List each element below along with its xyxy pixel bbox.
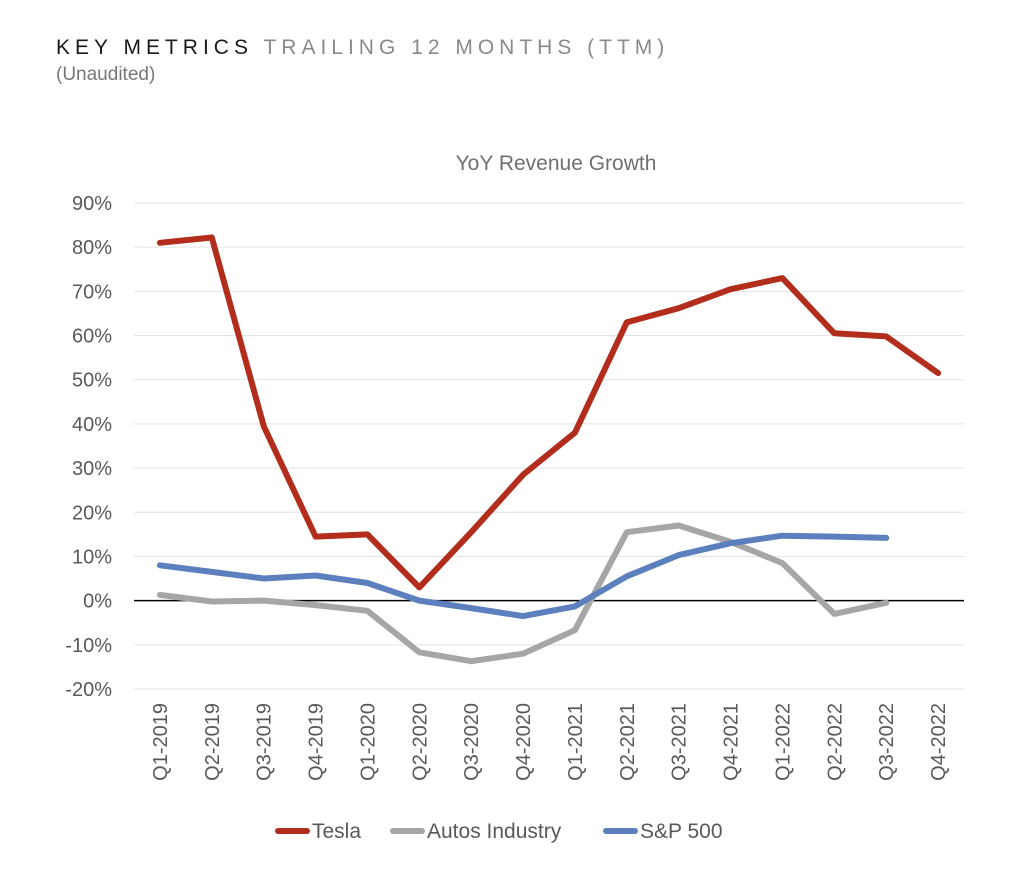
y-tick-label: 10%	[72, 546, 112, 568]
x-tick-label: Q3-2022	[876, 703, 898, 781]
legend-label-tesla: Tesla	[312, 820, 361, 843]
x-tick-label: Q2-2020	[409, 703, 431, 781]
x-tick-label: Q4-2019	[306, 703, 328, 781]
y-tick-label: 60%	[72, 326, 112, 348]
x-tick-label: Q3-2021	[669, 703, 691, 781]
x-tick-label: Q3-2020	[461, 703, 483, 781]
y-tick-label: 0%	[83, 591, 112, 613]
x-tick-label: Q1-2021	[565, 703, 587, 781]
y-tick-label: 30%	[72, 458, 112, 480]
title-sub: TRAILING 12 MONTHS (TTM)	[263, 36, 670, 59]
y-tick-label: -10%	[65, 635, 112, 657]
unaudited-note: (Unaudited)	[56, 64, 156, 85]
series-lines	[156, 234, 942, 665]
y-tick-label: 50%	[72, 370, 112, 392]
legend-label-autos-industry: Autos Industry	[427, 820, 562, 843]
y-tick-label: 20%	[72, 502, 112, 524]
y-tick-label: 80%	[72, 237, 112, 259]
x-tick-label: Q4-2022	[928, 703, 950, 781]
gridlines	[134, 202, 964, 690]
y-tick-label: 70%	[72, 281, 112, 303]
x-tick-label: Q3-2019	[254, 703, 276, 781]
x-tick-label: Q1-2019	[150, 703, 172, 781]
y-tick-label: -20%	[65, 679, 112, 701]
x-tick-label: Q2-2022	[824, 703, 846, 781]
y-axis-ticks: -20% -10% 0% 10% 20% 30% 40% 50% 60% 70% 80% 90%	[65, 193, 112, 701]
page-header: KEY METRICS TRAILING 12 MONTHS (TTM) (Un…	[56, 36, 669, 86]
title-main: KEY METRICS	[56, 36, 253, 59]
x-tick-label: Q1-2020	[357, 703, 379, 781]
series-line-autos-industry	[156, 522, 890, 665]
page-title: KEY METRICS TRAILING 12 MONTHS (TTM)	[56, 36, 669, 60]
x-tick-label: Q2-2019	[202, 703, 224, 781]
y-tick-label: 40%	[72, 414, 112, 436]
legend-label-s-p-500: S&P 500	[640, 820, 723, 843]
x-tick-label: Q1-2022	[772, 703, 794, 781]
legend: Tesla Autos Industry S&P 500	[275, 820, 723, 843]
y-tick-label: 90%	[72, 193, 112, 215]
series-line-s-p-500	[156, 532, 890, 620]
x-tick-label: Q4-2021	[721, 703, 743, 781]
chart-title: YoY Revenue Growth	[456, 152, 657, 175]
x-tick-label: Q2-2021	[617, 703, 639, 781]
x-axis-ticks: Q1-2019 Q2-2019 Q3-2019 Q4-2019 Q1-2020 Q2-20…	[150, 703, 950, 781]
series-line-tesla	[156, 234, 942, 591]
x-tick-label: Q4-2020	[513, 703, 535, 781]
